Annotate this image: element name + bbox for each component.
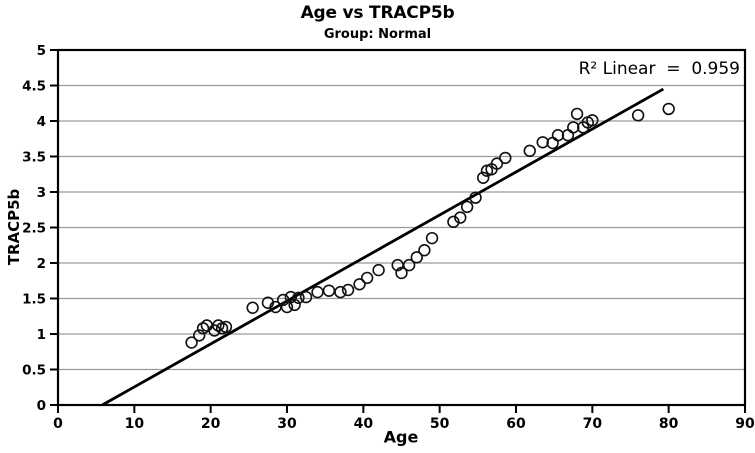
data-point — [360, 271, 374, 285]
chart-subtitle: Group: Normal — [323, 27, 432, 42]
y-tick-label: 0.5 — [22, 362, 46, 378]
data-point — [418, 244, 431, 257]
y-tick-label: 1.5 — [22, 291, 46, 307]
x-tick-label: 70 — [583, 416, 603, 432]
data-point — [334, 285, 347, 299]
data-point — [523, 144, 536, 158]
data-point — [570, 107, 584, 121]
y-tick-label: 3 — [37, 185, 46, 201]
data-point — [499, 151, 512, 165]
data-point — [288, 298, 301, 312]
data-point — [395, 266, 408, 280]
data-point — [460, 200, 474, 214]
x-tick-label: 80 — [659, 416, 679, 432]
data-point — [322, 284, 336, 297]
x-tick-label: 50 — [430, 416, 450, 432]
y-tick-label: 5 — [37, 43, 46, 59]
data-point — [447, 215, 460, 229]
y-tick-label: 0 — [37, 398, 46, 414]
regression-line — [101, 87, 665, 407]
data-point — [276, 293, 290, 307]
data-point — [299, 290, 313, 304]
data-point — [662, 102, 675, 116]
data-point — [196, 322, 210, 335]
data-point — [284, 290, 298, 304]
data-point — [341, 283, 355, 297]
data-point — [567, 121, 580, 134]
x-tick-label: 10 — [125, 416, 145, 432]
x-tick-label: 40 — [354, 416, 374, 432]
data-point — [219, 320, 233, 334]
data-point — [353, 278, 366, 291]
x-axis-title: Age — [383, 427, 419, 447]
data-point — [469, 191, 482, 204]
x-tick-label: 90 — [735, 416, 755, 432]
y-tick-label: 1 — [37, 327, 46, 343]
data-point — [631, 109, 645, 122]
chart-title: Age vs TRACP5b — [300, 3, 455, 23]
data-point — [185, 336, 198, 349]
data-point — [410, 251, 423, 264]
y-tick-label: 3.5 — [22, 149, 46, 165]
data-point — [372, 263, 385, 277]
data-point — [476, 171, 490, 185]
data-point — [536, 136, 549, 149]
x-tick-label: 0 — [53, 416, 63, 432]
data-point — [490, 157, 504, 170]
data-point — [311, 285, 324, 299]
data-point — [292, 291, 305, 304]
y-tick-label: 4 — [37, 114, 46, 130]
data-point — [425, 231, 439, 245]
y-tick-label: 2 — [37, 256, 46, 272]
x-tick-label: 60 — [506, 416, 526, 432]
x-tick-label: 20 — [201, 416, 221, 432]
y-tick-label: 4.5 — [22, 78, 46, 94]
data-point — [586, 114, 599, 127]
plot-frame — [56, 48, 747, 407]
data-point — [212, 319, 225, 332]
r-squared-annotation: R² Linear = 0.959 — [578, 59, 740, 79]
data-point — [402, 258, 416, 272]
y-tick-label: 2.5 — [22, 220, 46, 236]
data-point — [246, 301, 259, 314]
data-point — [454, 211, 467, 224]
y-axis-title: TRACP5b — [5, 188, 23, 266]
x-tick-label: 30 — [277, 416, 297, 432]
data-point — [551, 129, 565, 142]
data-point — [193, 329, 206, 342]
